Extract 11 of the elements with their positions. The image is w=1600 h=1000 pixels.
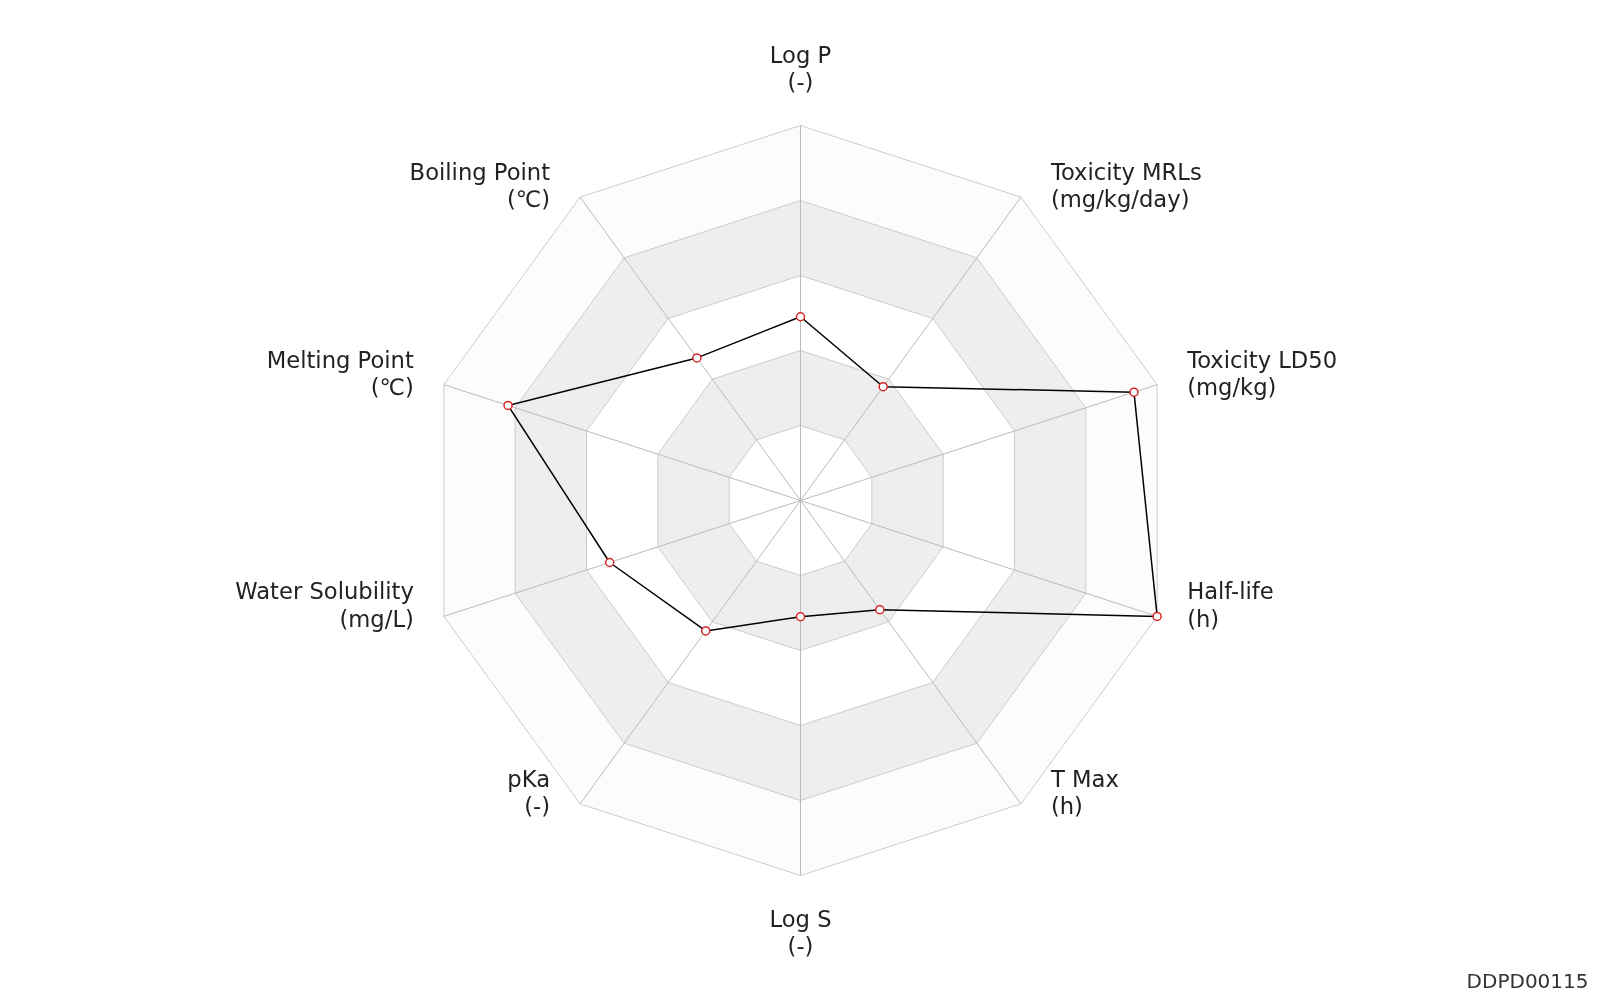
spoke-label: Log P (-) bbox=[769, 42, 832, 96]
spoke-label: Boiling Point (℃) bbox=[409, 159, 551, 213]
spoke-label: Toxicity LD50 (mg/kg) bbox=[1186, 346, 1338, 400]
spoke-label: pKa (-) bbox=[507, 765, 551, 820]
spoke-label: Melting Point (℃) bbox=[266, 346, 414, 400]
spoke-label: Log S (-) bbox=[769, 905, 832, 959]
spoke-label: Toxicity MRLs (mg/kg/day) bbox=[1049, 159, 1202, 213]
spoke-label: Water Solubility (mg/L) bbox=[235, 578, 414, 632]
text: DDPD00115 bbox=[1466, 968, 1589, 993]
spoke-label: T Max (h) bbox=[1049, 765, 1119, 820]
spoke-label: Half-life (h) bbox=[1187, 578, 1274, 632]
